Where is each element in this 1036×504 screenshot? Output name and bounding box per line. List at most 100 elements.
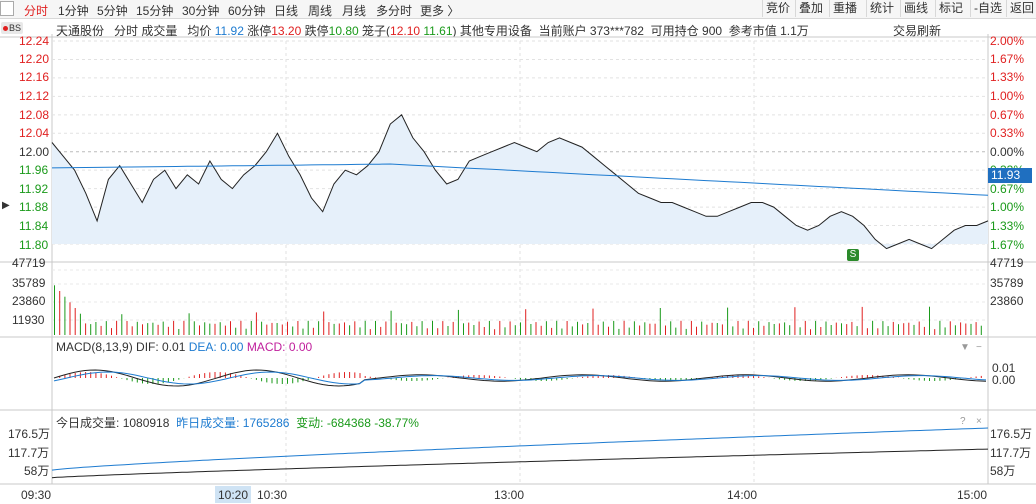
volume-bar [406, 324, 408, 335]
macd-bar [602, 375, 604, 378]
volume-bar [432, 320, 433, 335]
tab-multi-fenshi[interactable]: 多分时 [376, 4, 413, 18]
macd-bar [328, 374, 330, 378]
overlay-button[interactable]: 叠加 [795, 0, 826, 17]
macd-bar [918, 378, 920, 381]
tab-60min[interactable]: 60分钟 [228, 4, 266, 18]
pct-tick: 1.33% [990, 219, 1025, 233]
macd-bar [287, 378, 288, 384]
stats-button[interactable]: 统计 [866, 0, 897, 17]
volume-bar [178, 329, 180, 335]
volume-bar [923, 326, 925, 335]
volume-bar [95, 322, 97, 335]
macd-title: MACD(8,13,9) [56, 340, 133, 354]
macd-bar [266, 378, 268, 383]
volume-bar [690, 320, 692, 335]
volume-bar [74, 308, 76, 335]
volume-bar [302, 328, 304, 335]
volume-bar [79, 313, 81, 335]
volume-bar [344, 322, 345, 335]
tab-fenshi[interactable]: 分时 [24, 4, 49, 18]
left-collapse-arrow-icon[interactable]: ▶ [2, 200, 10, 211]
macd-bar [209, 372, 211, 378]
tab-1min[interactable]: 1分钟 [58, 4, 89, 18]
return-button[interactable]: 返回 [1006, 0, 1036, 17]
auction-button[interactable]: 竞价 [762, 0, 793, 17]
avail-value: 900 [702, 24, 723, 38]
tab-30min[interactable]: 30分钟 [182, 4, 220, 18]
price-tick: 11.84 [19, 219, 49, 233]
price-tick: 12.04 [19, 126, 50, 140]
time-tick: 09:30 [21, 488, 52, 502]
replay-button[interactable]: 重播 [829, 0, 860, 17]
macd-bar [406, 378, 408, 381]
volume-bar [250, 321, 252, 335]
volume-bar [395, 322, 397, 335]
volume-bar [965, 323, 967, 335]
macd-dropdown-icon[interactable]: ▼ [960, 342, 970, 353]
volume-tick: 11930 [12, 313, 45, 327]
macd-bar [199, 374, 200, 378]
draw-line-button[interactable]: 画线 [900, 0, 931, 17]
cumvol-close-icon[interactable]: × [976, 416, 982, 427]
price-area-fill [52, 114, 988, 249]
volume-bar [623, 320, 625, 335]
volume-bar [447, 326, 449, 335]
volume-bar [918, 321, 920, 335]
macd-bar [271, 378, 273, 384]
volume-bar [266, 324, 268, 335]
volume-bar [520, 322, 521, 335]
account-label: 当前账户 [538, 24, 587, 38]
macd-header: MACD(8,13,9) DIF: 0.01 DEA: 0.00 MACD: 0… [56, 340, 312, 354]
volume-bar [152, 322, 154, 335]
volume-bar [571, 326, 573, 335]
trade-refresh-button[interactable]: 交易刷新 [893, 24, 942, 38]
tab-15min[interactable]: 15分钟 [136, 4, 174, 18]
volume-bar [970, 323, 972, 335]
volume-bar [483, 327, 485, 335]
macd-bar [690, 378, 692, 380]
chart-mode: 分时 成交量 [114, 24, 178, 38]
cumvol-help-icon[interactable]: ? [960, 416, 966, 427]
macd-bar [654, 378, 656, 380]
volume-bar [758, 321, 760, 335]
cage-label: 笼子( [362, 24, 391, 38]
period-back-button[interactable] [0, 1, 14, 16]
volume-bar [230, 321, 231, 335]
cumvol-tick-left: 176.5万 [8, 427, 51, 441]
macd-bar [245, 377, 247, 378]
bs-toggle[interactable]: BS [1, 22, 24, 34]
volume-bar [561, 328, 563, 335]
mark-button[interactable]: 标记 [935, 0, 966, 17]
macd-bar [758, 376, 760, 378]
macd-bar [742, 375, 744, 378]
tab-weekly[interactable]: 周线 [308, 4, 333, 18]
volume-bar [385, 321, 387, 335]
price-tick: 12.24 [19, 34, 50, 48]
macd-bar [488, 375, 490, 378]
volume-bar [157, 324, 159, 335]
volume-bar [90, 324, 92, 335]
macd-bar [851, 375, 853, 378]
vol-change-pct: -38.77% [374, 416, 419, 430]
macd-bar [152, 378, 154, 384]
volume-bar [804, 320, 806, 335]
macd-bar [157, 378, 159, 384]
macd-close-icon[interactable]: − [976, 342, 982, 353]
volume-bar [276, 323, 278, 335]
remove-watchlist-button[interactable]: -自选 [970, 0, 1005, 17]
macd-bar [468, 375, 470, 378]
tab-more[interactable]: 更多 〉 [420, 4, 460, 18]
tab-daily[interactable]: 日线 [274, 4, 299, 18]
volume-bar [618, 328, 620, 335]
volume-bar [608, 326, 609, 335]
volume-bar [892, 321, 894, 335]
macd-bar [716, 376, 718, 378]
volume-bar [214, 323, 216, 335]
volume-bar [980, 325, 982, 335]
tab-monthly[interactable]: 月线 [342, 4, 367, 18]
tab-5min[interactable]: 5分钟 [97, 4, 128, 18]
macd-bar [354, 372, 356, 378]
sell-marker-icon[interactable]: S [847, 249, 859, 261]
